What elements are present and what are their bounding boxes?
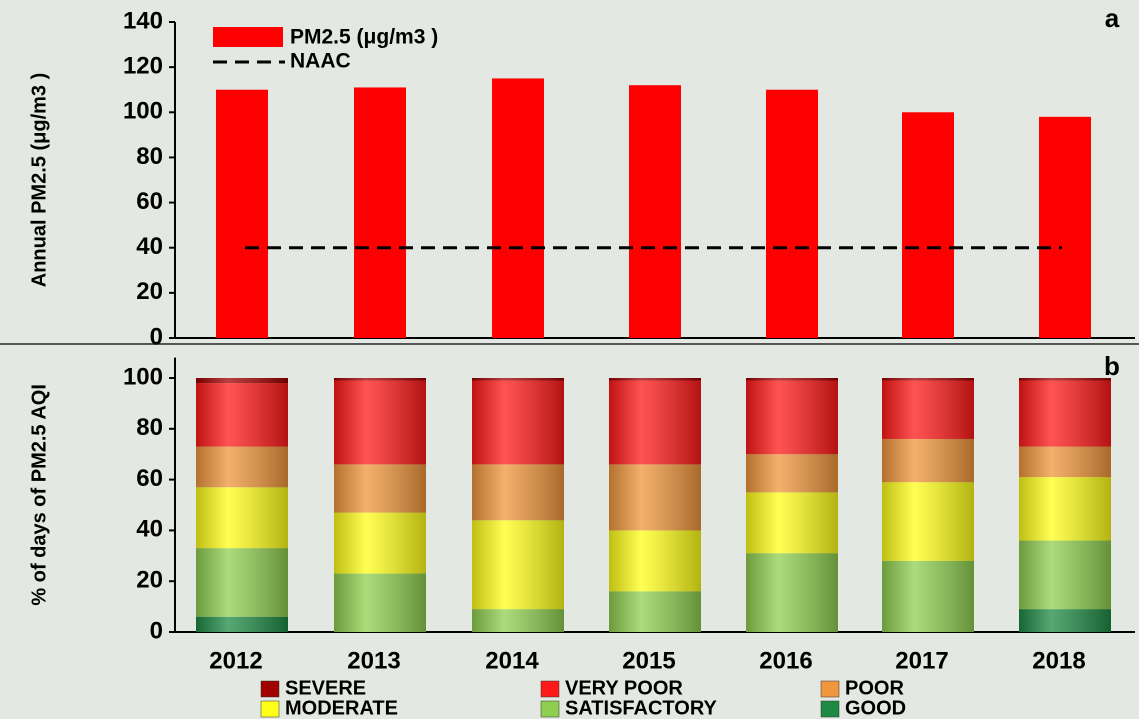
legend-label: SEVERE bbox=[285, 677, 366, 699]
y-tick-label: 40 bbox=[136, 516, 163, 543]
y-tick-label: 80 bbox=[136, 143, 163, 170]
x-tick-label: 2013 bbox=[347, 647, 400, 674]
legend-label: POOR bbox=[845, 677, 904, 699]
y-tick-label: 100 bbox=[123, 363, 163, 390]
cylinder-shade bbox=[609, 378, 701, 632]
y-axis-label: Annual PM2.5 (μg/m3 ) bbox=[28, 73, 50, 287]
x-tick-label: 2012 bbox=[209, 647, 262, 674]
cylinder-shade bbox=[196, 378, 288, 632]
x-tick-label: 2016 bbox=[759, 647, 812, 674]
y-tick-label: 140 bbox=[123, 7, 163, 34]
legend-swatch bbox=[260, 680, 280, 698]
panel-a-bg bbox=[0, 0, 1139, 343]
legend-swatch bbox=[213, 27, 283, 47]
legend-label: PM2.5 (μg/m3 ) bbox=[290, 26, 438, 49]
y-tick-label: 40 bbox=[136, 233, 163, 260]
bar bbox=[354, 87, 406, 338]
y-tick-label: 0 bbox=[150, 617, 163, 644]
bar bbox=[766, 89, 818, 338]
panel-label: a bbox=[1105, 3, 1120, 33]
legend-label: NAAC bbox=[290, 50, 351, 73]
y-tick-label: 80 bbox=[136, 414, 163, 441]
x-tick-label: 2018 bbox=[1032, 647, 1085, 674]
legend-swatch bbox=[540, 680, 560, 698]
cylinder-shade bbox=[472, 378, 564, 632]
bar bbox=[492, 78, 544, 338]
x-tick-label: 2017 bbox=[895, 647, 948, 674]
y-tick-label: 60 bbox=[136, 188, 163, 215]
y-tick-label: 120 bbox=[123, 52, 163, 79]
legend-label: SATISFACTORY bbox=[565, 697, 718, 719]
bar bbox=[629, 85, 681, 338]
cylinder-shade bbox=[334, 378, 426, 632]
y-axis-label: % of days of PM2.5 AQI bbox=[28, 384, 50, 606]
legend-label: GOOD bbox=[845, 697, 906, 719]
y-tick-label: 20 bbox=[136, 567, 163, 594]
panel-label: b bbox=[1104, 351, 1120, 381]
y-tick-label: 20 bbox=[136, 278, 163, 305]
bar bbox=[902, 112, 954, 339]
cylinder-shade bbox=[1019, 378, 1111, 632]
cylinder-shade bbox=[882, 378, 974, 632]
legend-swatch bbox=[540, 700, 560, 718]
legend-label: MODERATE bbox=[285, 697, 398, 719]
x-tick-label: 2015 bbox=[622, 647, 675, 674]
y-tick-label: 100 bbox=[123, 98, 163, 125]
y-tick-label: 60 bbox=[136, 465, 163, 492]
legend-swatch bbox=[820, 700, 840, 718]
legend-swatch bbox=[820, 680, 840, 698]
legend-swatch bbox=[260, 700, 280, 718]
bar bbox=[1039, 116, 1091, 338]
x-tick-label: 2014 bbox=[485, 647, 539, 674]
legend-label: VERY POOR bbox=[565, 677, 683, 699]
bar bbox=[216, 89, 268, 338]
cylinder-shade bbox=[746, 378, 838, 632]
y-tick-label: 0 bbox=[150, 323, 163, 350]
